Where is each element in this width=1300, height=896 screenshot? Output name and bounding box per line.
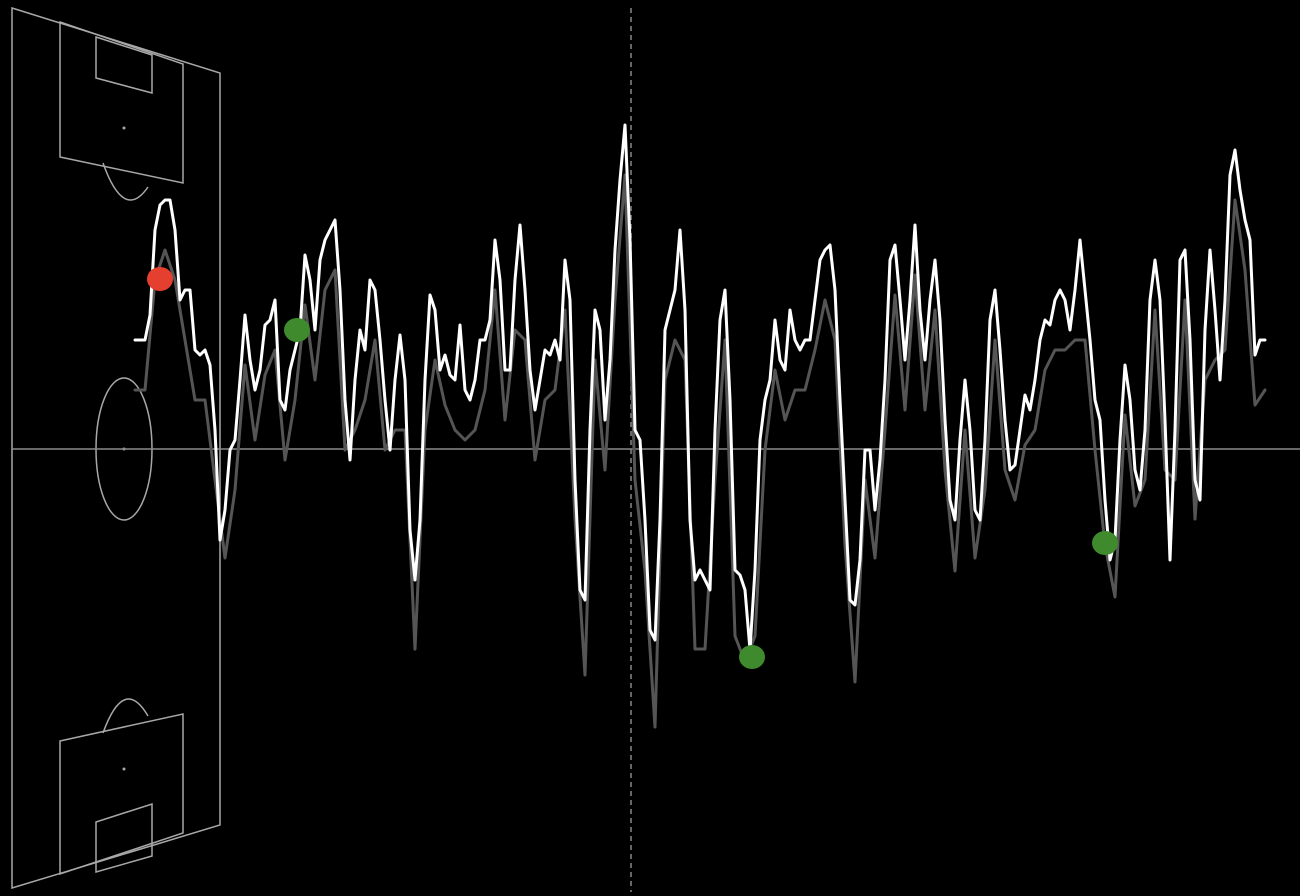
goal-area: [95, 802, 153, 873]
momentum-line: [133, 173, 1267, 729]
penalty-arc: [102, 698, 149, 734]
event-marker: [1092, 531, 1118, 555]
event-marker: [284, 318, 310, 342]
pitch-outline: [11, 6, 221, 890]
penalty-box: [59, 20, 184, 184]
pitch: [11, 6, 221, 890]
penalty-spot: [122, 126, 126, 130]
goal-area: [95, 35, 153, 94]
event-marker: [147, 267, 173, 291]
penalty-box: [59, 713, 184, 876]
momentum-line: [133, 123, 1267, 652]
event-marker: [739, 645, 765, 669]
penalty-spot: [122, 767, 126, 771]
penalty-arc: [102, 162, 149, 201]
